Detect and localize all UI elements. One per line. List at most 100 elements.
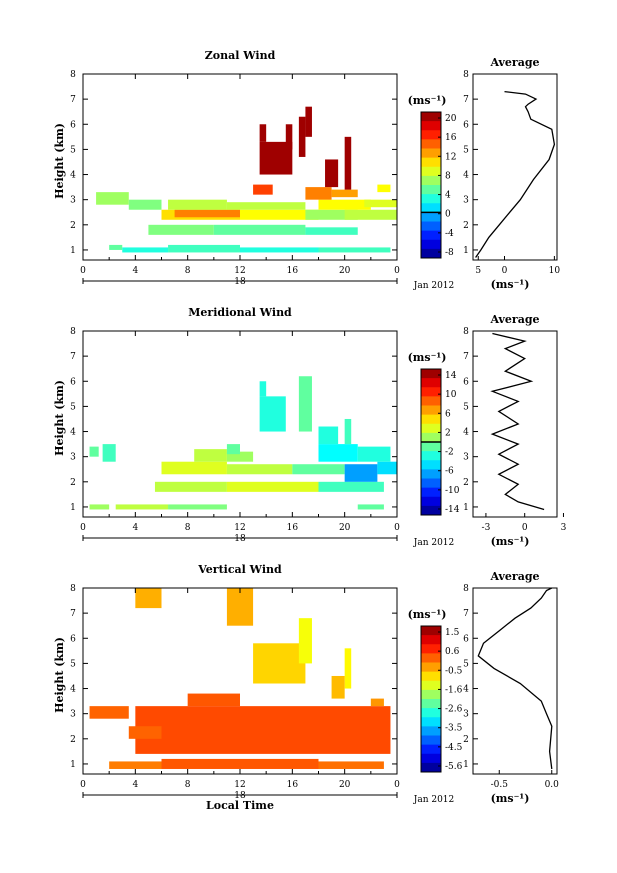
colorbar-swatch — [421, 423, 441, 434]
average-title: Average — [489, 56, 539, 69]
colorbar-swatch — [421, 699, 441, 709]
x-tick-label: 20 — [339, 266, 351, 276]
average-y-tick-label: 5 — [463, 402, 469, 412]
colorbar-tick-label: 0 — [445, 210, 451, 220]
colorbar-swatch — [421, 194, 441, 204]
colorbar-swatch — [421, 478, 441, 489]
average-y-tick-label: 3 — [463, 196, 469, 206]
average-profile-line — [490, 332, 545, 511]
average-frame — [472, 73, 558, 261]
heatmap-cell — [318, 426, 339, 445]
y-tick-label: 8 — [70, 327, 76, 337]
colorbar-unit: (ms⁻¹) — [408, 94, 447, 107]
heatmap-cell — [298, 376, 312, 432]
colorbar-swatch — [421, 387, 441, 397]
x-tick-label: 8 — [185, 523, 191, 533]
date-label: Jan 2012 — [413, 281, 455, 291]
average-x-tick-label: 10 — [549, 266, 561, 276]
colorbar-swatch — [421, 121, 441, 131]
heatmap-cell — [226, 481, 319, 492]
colorbar-swatch — [421, 414, 441, 425]
colorbar-swatch — [421, 112, 441, 122]
x-tick-label: 16 — [287, 266, 299, 276]
heatmap-cell — [364, 199, 397, 208]
heatmap-cells — [89, 376, 397, 510]
heatmap-cell — [174, 209, 240, 218]
heatmap-cell — [161, 758, 319, 769]
colorbar-swatch — [421, 248, 441, 259]
heatmap-cell — [226, 444, 240, 455]
heatmap-cell — [370, 698, 384, 707]
average-x-tick-label: 3 — [561, 523, 567, 533]
heatmap-cell — [109, 244, 123, 250]
heatmap-cell — [357, 446, 391, 462]
y-tick-label: 6 — [70, 634, 76, 644]
colorbar-tick-label: -2.6 — [445, 705, 463, 715]
heatmap-cell — [240, 209, 319, 220]
y-tick-label: 1 — [70, 503, 76, 513]
colorbar-swatch — [421, 644, 441, 654]
heatmap-cell — [226, 202, 306, 210]
y-axis-label: Height (km) — [53, 123, 66, 199]
heatmap-cell — [226, 588, 254, 626]
average-y-tick-label: 8 — [463, 70, 469, 80]
heatmap-cell — [187, 693, 240, 707]
colorbar-swatch — [421, 680, 441, 691]
heatmap-cell — [305, 187, 332, 200]
heatmap-cell — [168, 504, 227, 510]
average-y-tick-label: 7 — [463, 609, 469, 619]
heatmap-cell — [318, 247, 391, 253]
heatmap-cell — [344, 648, 352, 689]
average-y-tick-label: 2 — [463, 478, 469, 488]
heatmap-cell — [194, 449, 227, 462]
colorbar-swatch — [421, 753, 441, 764]
y-tick-label: 2 — [70, 735, 76, 745]
colorbar-swatch — [421, 203, 441, 213]
colorbar-swatch — [421, 432, 441, 443]
y-tick-label: 6 — [70, 120, 76, 130]
colorbar-tick-label: -4.5 — [445, 743, 463, 753]
heatmap-cell — [298, 618, 312, 664]
colorbar-swatch — [421, 378, 441, 388]
heatmap-cell — [305, 227, 358, 235]
heatmap-cell — [344, 418, 352, 445]
colorbar-swatch — [421, 726, 441, 736]
y-axis-label: Height (km) — [53, 637, 66, 713]
colorbar-swatch — [421, 505, 441, 516]
x-tick-label: 4 — [132, 266, 138, 276]
x-tick-label: 0 — [80, 523, 86, 533]
colorbar-swatch — [421, 175, 441, 186]
average-y-tick-label: 1 — [463, 760, 469, 770]
y-axis-label: Height (km) — [53, 380, 66, 456]
panel-title: Zonal Wind — [205, 49, 276, 62]
x-tick-label: 20 — [339, 780, 351, 790]
heatmap-cell — [148, 224, 214, 235]
colorbar-tick-label: -5.6 — [445, 762, 463, 772]
heatmap-cell — [259, 396, 286, 432]
average-x-axis-label: (ms⁻¹) — [491, 792, 530, 805]
colorbar-swatch — [421, 469, 441, 479]
colorbar-tick-label: -1.6 — [445, 685, 463, 695]
colorbar-swatch — [421, 671, 441, 682]
average-x-tick-label: 0 — [502, 266, 508, 276]
heatmap-cell — [318, 761, 384, 769]
average-y-tick-label: 6 — [463, 377, 469, 387]
colorbar-tick-label: 4 — [445, 191, 451, 201]
colorbar-swatch — [421, 148, 441, 159]
average-y-tick-label: 6 — [463, 120, 469, 130]
y-tick-label: 7 — [70, 95, 76, 105]
x-tick-label: 12 — [234, 266, 245, 276]
colorbar-swatch — [421, 212, 441, 222]
x-tick-label: 4 — [132, 523, 138, 533]
colorbar-swatch — [421, 708, 441, 718]
heatmap-cell — [357, 504, 384, 510]
y-tick-label: 7 — [70, 609, 76, 619]
date-label: Jan 2012 — [413, 795, 455, 805]
colorbar-tick-label: -4 — [445, 229, 454, 239]
colorbar-tick-label: -10 — [445, 486, 460, 496]
average-title: Average — [489, 570, 539, 583]
panel-title: Vertical Wind — [197, 563, 282, 576]
heatmap-cell — [109, 761, 162, 769]
heatmap-cells — [96, 106, 397, 253]
